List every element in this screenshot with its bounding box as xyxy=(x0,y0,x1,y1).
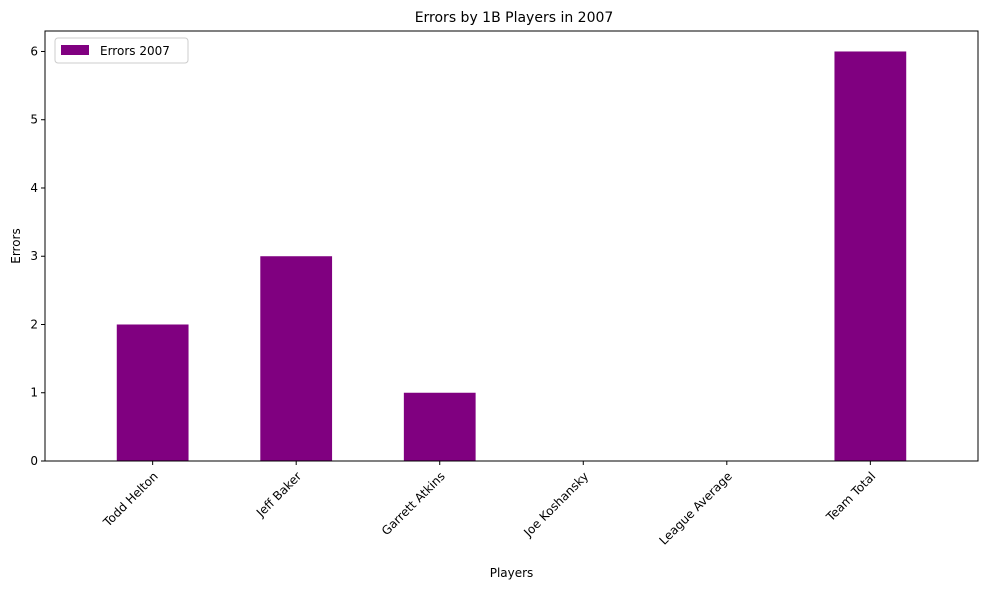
chart-title: Errors by 1B Players in 2007 xyxy=(415,10,614,26)
y-tick-label: 2 xyxy=(30,317,38,331)
bar-jeff-baker xyxy=(260,256,333,461)
plot-frame xyxy=(44,30,979,462)
bar-team-total xyxy=(834,51,907,461)
y-tick-label: 4 xyxy=(30,181,38,195)
legend-label: Errors 2007 xyxy=(100,44,170,58)
y-tick-label: 3 xyxy=(30,249,38,263)
legend-box xyxy=(54,37,189,64)
y-tick-label: 5 xyxy=(30,113,38,127)
y-tick-label: 1 xyxy=(30,386,38,400)
legend-swatch xyxy=(61,45,89,55)
y-tick-label: 6 xyxy=(30,44,38,58)
y-axis-label: Errors xyxy=(9,228,23,264)
x-axis-label: Players xyxy=(490,566,534,580)
bar-todd-helton xyxy=(116,324,189,461)
legend: Errors 2007 xyxy=(54,37,189,64)
y-tick-label: 0 xyxy=(30,454,38,468)
bar-garrett-atkins xyxy=(403,392,476,461)
